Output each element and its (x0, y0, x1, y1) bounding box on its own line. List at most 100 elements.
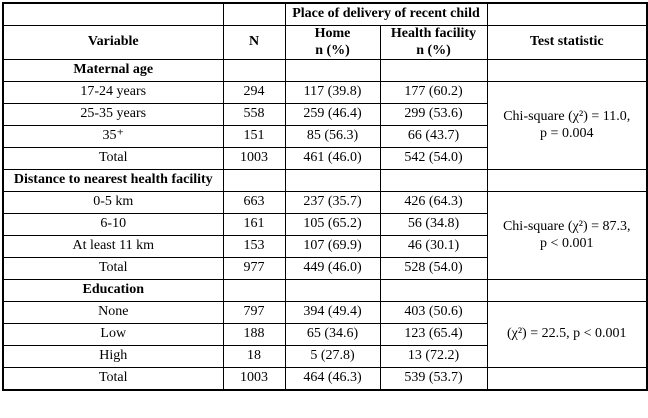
empty-cell (486, 279, 648, 303)
col-header-test: Test statistic (486, 24, 648, 61)
col-header-n: N (222, 24, 286, 61)
empty-cell (2, 2, 224, 26)
table-row: None 797 394 (49.4) 403 (50.6) (χ²) = 22… (2, 301, 648, 369)
empty-cell (222, 279, 286, 303)
section-title: Education (2, 279, 224, 303)
empty-cell (284, 279, 381, 303)
table-row: High 18 5 (27.8) 13 (72.2) (2, 345, 647, 369)
table-row: Total 977 449 (46.0) 528 (54.0) (2, 257, 647, 281)
facility-cell: 56 (34.8) (379, 213, 488, 237)
facility-cell: 539 (53.7) (379, 367, 488, 391)
facility-cell: 123 (65.4) (379, 323, 488, 347)
facility-cell: 299 (53.6) (379, 103, 488, 127)
variable-cell: 35⁺ (2, 125, 224, 149)
place-of-delivery-header: Place of delivery of recent child (284, 2, 488, 26)
statistics-table: Place of delivery of recent child Variab… (2, 2, 648, 392)
section-title: Maternal age (2, 59, 224, 83)
n-cell: 663 (222, 191, 286, 215)
variable-cell: Total (2, 147, 224, 171)
table-row: 0-5 km 663 237 (35.7) 426 (64.3) Chi-squ… (2, 191, 648, 281)
n-cell: 151 (222, 125, 286, 149)
home-cell: 65 (34.6) (284, 323, 381, 347)
empty-cell (486, 59, 648, 83)
home-cell: 105 (65.2) (284, 213, 381, 237)
column-header-row: Variable N Home n (%) Health facility n … (2, 24, 648, 61)
variable-cell: 17-24 years (2, 81, 224, 105)
empty-cell (379, 169, 488, 193)
variable-cell: At least 11 km (2, 235, 224, 259)
table-row: At least 11 km 153 107 (69.9) 46 (30.1) (2, 235, 647, 259)
n-cell: 1003 (222, 367, 286, 391)
empty-cell (222, 2, 286, 26)
col-header-facility: Health facility n (%) (379, 24, 488, 61)
variable-cell: 0-5 km (2, 191, 224, 215)
test-statistic-cell: (χ²) = 22.5, p < 0.001 (486, 301, 648, 369)
table-row: 17-24 years 294 117 (39.8) 177 (60.2) Ch… (2, 81, 648, 171)
facility-cell: 542 (54.0) (379, 147, 488, 171)
facility-cell: 528 (54.0) (379, 257, 488, 281)
n-cell: 153 (222, 235, 286, 259)
home-cell: 394 (49.4) (284, 301, 381, 325)
col-header-facility-title: Health facility (390, 26, 477, 41)
n-cell: 797 (222, 301, 286, 325)
test-statistic-line1: Chi-square (χ²) = 11.0, (503, 109, 631, 125)
section-title-row-education: Education (2, 279, 648, 303)
col-header-facility-sub: n (%) (416, 42, 451, 58)
facility-cell: 66 (43.7) (379, 125, 488, 149)
home-cell: 461 (46.0) (284, 147, 381, 171)
variable-cell: Total (2, 367, 224, 391)
home-cell: 5 (27.8) (284, 345, 381, 369)
test-statistic-line2: p < 0.001 (540, 235, 594, 251)
home-cell: 259 (46.4) (284, 103, 381, 127)
section-title: Distance to nearest health facility (2, 169, 224, 193)
empty-cell (379, 59, 488, 83)
facility-cell: 426 (64.3) (379, 191, 488, 215)
col-header-home: Home n (%) (284, 24, 381, 61)
facility-cell: 403 (50.6) (379, 301, 488, 325)
test-statistic-line1: (χ²) = 22.5, p < 0.001 (506, 326, 627, 342)
spanner-header-row: Place of delivery of recent child (2, 2, 648, 26)
empty-cell (284, 169, 381, 193)
home-cell: 117 (39.8) (284, 81, 381, 105)
col-header-variable: Variable (2, 24, 224, 61)
col-header-home-sub: n (%) (315, 42, 350, 58)
empty-cell (486, 367, 648, 391)
variable-cell: 25-35 years (2, 103, 224, 127)
test-statistic-cell: Chi-square (χ²) = 87.3, p < 0.001 (486, 191, 648, 281)
n-cell: 1003 (222, 147, 286, 171)
n-cell: 188 (222, 323, 286, 347)
n-cell: 294 (222, 81, 286, 105)
empty-cell (379, 279, 488, 303)
col-header-home-title: Home (314, 26, 351, 41)
variable-cell: 6-10 (2, 213, 224, 237)
facility-cell: 13 (72.2) (379, 345, 488, 369)
home-cell: 107 (69.9) (284, 235, 381, 259)
n-cell: 977 (222, 257, 286, 281)
table-row: Total 1003 464 (46.3) 539 (53.7) (2, 367, 648, 391)
variable-cell: None (2, 301, 224, 325)
home-cell: 464 (46.3) (284, 367, 381, 391)
empty-cell (222, 169, 286, 193)
n-cell: 161 (222, 213, 286, 237)
variable-cell: Total (2, 257, 224, 281)
table-row: 6-10 161 105 (65.2) 56 (34.8) (2, 213, 647, 237)
table-row: Low 188 65 (34.6) 123 (65.4) (2, 323, 647, 347)
empty-cell (486, 2, 648, 26)
facility-cell: 46 (30.1) (379, 235, 488, 259)
test-statistic-cell: Chi-square (χ²) = 11.0, p = 0.004 (486, 81, 648, 171)
variable-cell: Low (2, 323, 224, 347)
empty-cell (486, 169, 648, 193)
test-statistic-line1: Chi-square (χ²) = 87.3, (502, 219, 631, 235)
n-cell: 18 (222, 345, 286, 369)
n-cell: 558 (222, 103, 286, 127)
facility-cell: 177 (60.2) (379, 81, 488, 105)
home-cell: 237 (35.7) (284, 191, 381, 215)
section-title-row-distance: Distance to nearest health facility (2, 169, 648, 193)
home-cell: 449 (46.0) (284, 257, 381, 281)
table-row: Total 1003 461 (46.0) 542 (54.0) (2, 147, 647, 171)
test-statistic-line2: p = 0.004 (540, 125, 594, 141)
empty-cell (222, 59, 286, 83)
section-title-row-maternal-age: Maternal age (2, 59, 648, 83)
home-cell: 85 (56.3) (284, 125, 381, 149)
variable-cell: High (2, 345, 224, 369)
